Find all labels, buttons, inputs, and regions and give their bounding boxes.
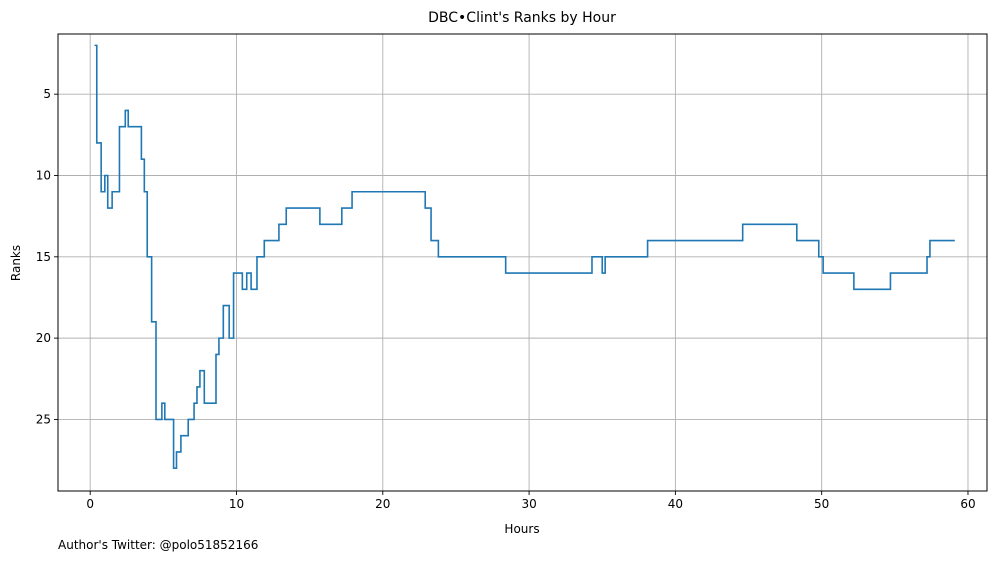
rank-step-line bbox=[94, 44, 955, 470]
y-tick-label: 5 bbox=[43, 87, 51, 101]
x-tick-label: 10 bbox=[229, 497, 244, 511]
x-tick-label: 20 bbox=[375, 497, 390, 511]
author-twitter: Author's Twitter: @polo51852166 bbox=[58, 538, 259, 552]
y-tick-label: 10 bbox=[36, 168, 51, 182]
x-ticks: 0 10 20 30 40 50 60 bbox=[86, 491, 976, 511]
x-tick-label: 0 bbox=[86, 497, 94, 511]
y-tick-label: 25 bbox=[36, 412, 51, 426]
x-axis-label: Hours bbox=[504, 522, 539, 536]
plot-frame bbox=[57, 33, 988, 492]
y-tick-label: 20 bbox=[36, 331, 51, 345]
x-tick-label: 40 bbox=[668, 497, 683, 511]
x-tick-label: 60 bbox=[960, 497, 975, 511]
y-ticks: 5 10 15 20 25 bbox=[36, 87, 58, 426]
y-axis-label: Ranks bbox=[9, 245, 23, 281]
grid-lines bbox=[58, 34, 987, 491]
x-tick-label: 50 bbox=[814, 497, 829, 511]
x-tick-label: 30 bbox=[521, 497, 536, 511]
chart-title: DBC•Clint's Ranks by Hour bbox=[428, 10, 616, 26]
y-tick-label: 15 bbox=[36, 250, 51, 264]
